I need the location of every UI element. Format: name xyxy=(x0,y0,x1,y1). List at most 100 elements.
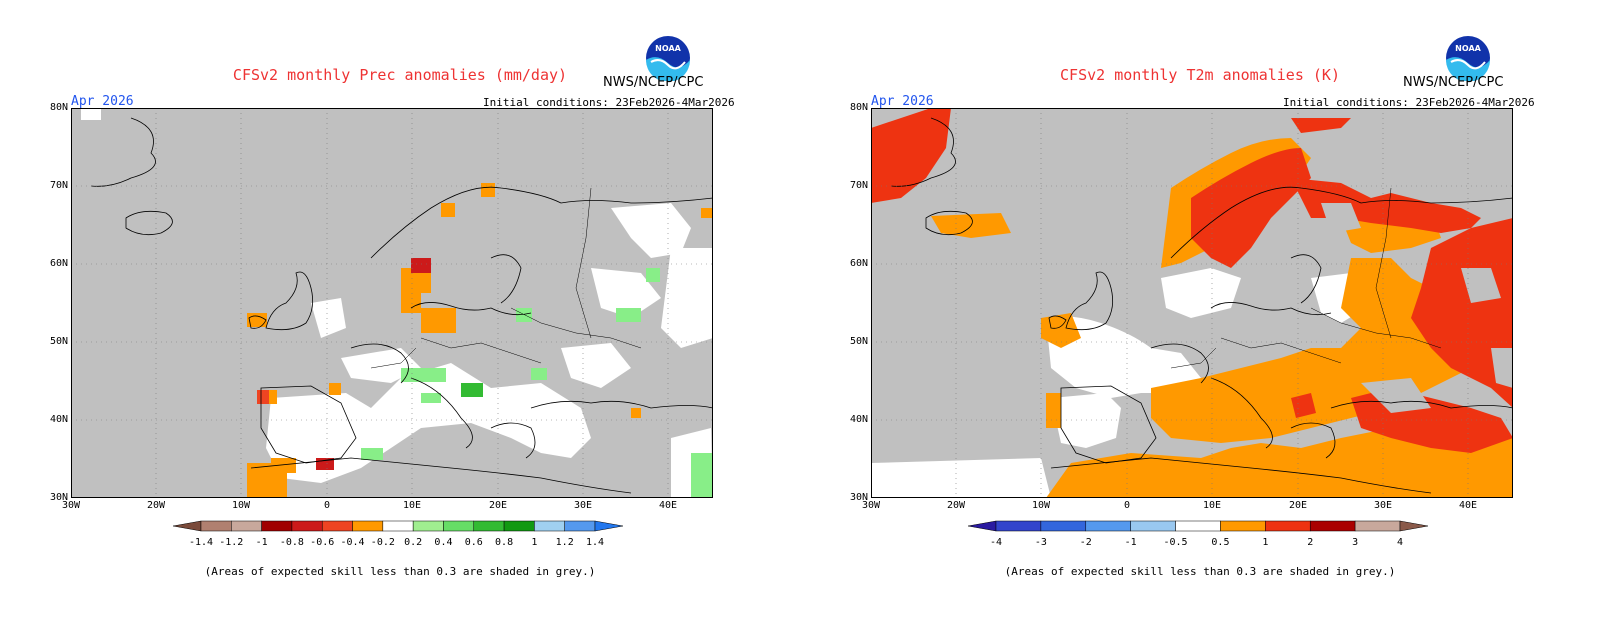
coastlines xyxy=(90,117,713,494)
colorbar-swatch xyxy=(291,520,323,532)
forecast-month: Apr 2026 xyxy=(871,94,934,109)
lat-label: 70N xyxy=(49,180,68,191)
lon-label: 30E xyxy=(1373,500,1393,511)
lat-label: 80N xyxy=(849,102,868,113)
colorbar-tick-label: -1 xyxy=(255,537,268,548)
lat-label: 50N xyxy=(49,336,68,347)
lon-label: 30W xyxy=(861,500,881,511)
lon-label: 20E xyxy=(1288,500,1308,511)
lon-label: 10E xyxy=(1202,500,1222,511)
initial-conditions: Initial conditions: 23Feb2026-4Mar2026 xyxy=(483,96,735,109)
lon-label: 20E xyxy=(488,500,508,511)
forecast-month: Apr 2026 xyxy=(71,94,134,109)
colorbar-tick-label: -2 xyxy=(1079,537,1092,548)
colorbar-tick-label: 1.2 xyxy=(555,537,574,548)
colorbar-swatch xyxy=(352,520,384,532)
neutral-zones xyxy=(81,108,713,498)
lon-label: 40E xyxy=(1458,500,1478,511)
lon-label: 30W xyxy=(61,500,81,511)
colorbar-tick-label: -0.4 xyxy=(340,537,365,548)
lon-label: 40E xyxy=(658,500,678,511)
org-label: NWS/NCEP/CPC xyxy=(603,75,704,90)
t2m-anomaly-panel: CFSv2 monthly T2m anomalies (K) NOAA NWS… xyxy=(800,0,1600,618)
colorbar-swatch xyxy=(564,520,596,532)
lon-label: 30E xyxy=(573,500,593,511)
colorbar-tick-label: -0.2 xyxy=(370,537,395,548)
prec-anomaly-panel: CFSv2 monthly Prec anomalies (mm/day) NO… xyxy=(49,36,735,578)
colorbar-swatch xyxy=(1354,520,1401,532)
colorbar-tick-label: 3 xyxy=(1352,537,1359,548)
lat-label: 80N xyxy=(49,102,68,113)
colorbar-end-high xyxy=(594,520,624,532)
colorbar-swatch xyxy=(321,520,353,532)
colorbar-swatch xyxy=(503,520,535,532)
coastlines xyxy=(890,117,1513,494)
warm-anomalies-strong xyxy=(871,108,1513,453)
t2m-map xyxy=(871,108,1513,498)
lat-label: 70N xyxy=(849,180,868,191)
country-borders xyxy=(370,187,642,369)
lat-label: 60N xyxy=(49,258,68,269)
colorbar-tick-label: 0.6 xyxy=(464,537,483,548)
colorbar-tick-label: -0.5 xyxy=(1163,537,1188,548)
lon-label: 20W xyxy=(146,500,166,511)
colorbar-tick-label: 2 xyxy=(1307,537,1314,548)
org-label: NWS/NCEP/CPC xyxy=(1403,75,1504,90)
colorbar-end-low xyxy=(172,520,202,532)
colorbar-swatch xyxy=(1265,520,1311,532)
lat-label: 40N xyxy=(849,414,868,425)
noaa-logo-icon: NOAA xyxy=(646,36,690,81)
colorbar-swatch xyxy=(1309,520,1356,532)
colorbar-swatch xyxy=(231,520,262,532)
skill-grey-holes xyxy=(1321,203,1513,413)
prec-colorbar xyxy=(172,520,624,532)
colorbar-tick-label: 1 xyxy=(1262,537,1269,548)
prec-map xyxy=(71,108,713,498)
panel-title: CFSv2 monthly Prec anomalies (mm/day) xyxy=(232,66,568,84)
colorbar-tick-label: 0.8 xyxy=(495,537,514,548)
colorbar-tick-label: 0.5 xyxy=(1211,537,1230,548)
lat-label: 50N xyxy=(849,336,868,347)
logo-text: NOAA xyxy=(655,44,681,53)
colorbar-swatch xyxy=(1220,520,1266,532)
lat-label: 60N xyxy=(849,258,868,269)
lon-label: 10W xyxy=(1031,500,1051,511)
country-borders xyxy=(1170,187,1442,369)
colorbar-tick-label: -1.4 xyxy=(188,537,214,548)
graticule xyxy=(71,108,713,498)
colorbar-tick-label: 4 xyxy=(1396,537,1404,548)
panel-title: CFSv2 monthly T2m anomalies (K) xyxy=(1060,66,1340,84)
colorbar-tick-label: -0.6 xyxy=(310,537,335,548)
colorbar-tick-label: -4 xyxy=(989,537,1003,548)
colorbar-swatch xyxy=(1175,520,1221,532)
colorbar-tick-label: 1 xyxy=(531,537,538,548)
lat-label: 30N xyxy=(849,492,868,503)
map-frame xyxy=(871,108,1513,498)
map-frame xyxy=(71,108,713,498)
skill-note: (Areas of expected skill less than 0.3 a… xyxy=(204,565,596,578)
colorbar-swatch xyxy=(200,520,232,532)
colorbar-swatch xyxy=(412,520,444,532)
colorbar-tick-label: -0.8 xyxy=(279,537,304,548)
colorbar-end-high xyxy=(1399,520,1428,532)
colorbar-swatch xyxy=(1130,520,1176,532)
logo-text: NOAA xyxy=(1455,44,1481,53)
colorbar-swatch xyxy=(534,520,565,532)
t2m-colorbar xyxy=(968,520,1428,532)
colorbar-end-low xyxy=(968,520,997,532)
graticule xyxy=(871,108,1513,498)
lat-label: 40N xyxy=(49,414,68,425)
noaa-logo-icon: NOAA xyxy=(1446,36,1490,81)
colorbar-tick-label: 0.2 xyxy=(404,537,423,548)
lon-label: 10W xyxy=(231,500,251,511)
colorbar-tick-label: 0.4 xyxy=(434,537,453,548)
colorbar-swatch xyxy=(261,520,293,532)
negative-anomalies xyxy=(247,183,713,498)
colorbar-swatch xyxy=(443,520,475,532)
colorbar-swatch xyxy=(1040,520,1087,532)
lon-label: 0 xyxy=(323,500,331,511)
colorbar-tick-label: -3 xyxy=(1034,537,1047,548)
skill-note: (Areas of expected skill less than 0.3 a… xyxy=(1004,565,1396,578)
colorbar-tick-label: -1 xyxy=(1124,537,1137,548)
colorbar-swatch xyxy=(995,520,1042,532)
